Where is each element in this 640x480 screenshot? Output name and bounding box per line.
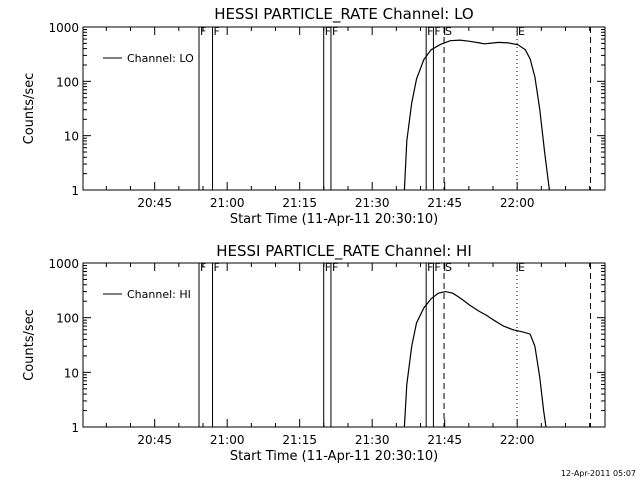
marker-label: F: [200, 25, 206, 38]
marker-label: E: [518, 261, 525, 274]
x-axis-label: Start Time (11-Apr-11 20:30:10): [230, 449, 438, 464]
chart-title: HESSI PARTICLE_RATE Channel: HI: [216, 242, 472, 261]
plot-frame: [82, 262, 606, 428]
y-tick-label: 10: [64, 366, 79, 380]
y-tick-label: 1000: [48, 257, 79, 271]
legend-label: Channel: LO: [127, 52, 194, 65]
marker-label: F: [332, 261, 338, 274]
x-tick-label: 20:45: [137, 433, 172, 447]
marker-label: F: [332, 25, 338, 38]
x-tick-label: 21:30: [355, 196, 390, 210]
x-tick-label: 21:15: [282, 433, 317, 447]
y-tick-label: 100: [56, 75, 79, 89]
y-tick-label: 100: [56, 312, 79, 326]
plot-frame: [82, 26, 606, 191]
y-axis-label: Counts/sec: [22, 73, 37, 145]
y-tick-label: 1000: [48, 21, 79, 35]
marker-label: F: [427, 25, 433, 38]
x-tick-label: 21:15: [282, 196, 317, 210]
y-axis-label: Counts/sec: [22, 309, 37, 381]
x-tick-label: 21:45: [427, 196, 462, 210]
x-tick-label: 22:00: [500, 196, 535, 210]
marker-label: F: [325, 261, 331, 274]
marker-label: S: [445, 25, 452, 38]
footer-timestamp: 12-Apr-2011 05:07: [560, 469, 636, 478]
legend-label: Channel: HI: [127, 288, 191, 301]
marker-label: F: [434, 25, 440, 38]
x-axis-label: Start Time (11-Apr-11 20:30:10): [230, 212, 438, 227]
x-tick-label: 22:00: [500, 433, 535, 447]
marker-label: F: [214, 261, 220, 274]
series-line: [403, 290, 547, 428]
marker-label: F: [427, 261, 433, 274]
series-line: [403, 39, 550, 191]
marker-label: E: [518, 25, 525, 38]
chart-panel-1: HESSI PARTICLE_RATE Channel: LOF F F F F F S E2…: [22, 5, 606, 227]
y-tick-label: 1: [71, 184, 79, 198]
marker-label: F: [325, 25, 331, 38]
x-tick-label: 21:00: [210, 433, 245, 447]
x-tick-label: 21:00: [210, 196, 245, 210]
y-tick-label: 1: [71, 421, 79, 435]
y-tick-label: 10: [64, 130, 79, 144]
chart-panel-2: HESSI PARTICLE_RATE Channel: HIF F F F F F S E2…: [22, 242, 606, 464]
marker-label: S: [445, 261, 452, 274]
chart-title: HESSI PARTICLE_RATE Channel: LO: [214, 5, 473, 24]
x-tick-label: 20:45: [137, 196, 172, 210]
marker-label: F: [200, 261, 206, 274]
marker-label: F: [214, 25, 220, 38]
x-tick-label: 21:45: [427, 433, 462, 447]
marker-label: F: [434, 261, 440, 274]
x-tick-label: 21:30: [355, 433, 390, 447]
